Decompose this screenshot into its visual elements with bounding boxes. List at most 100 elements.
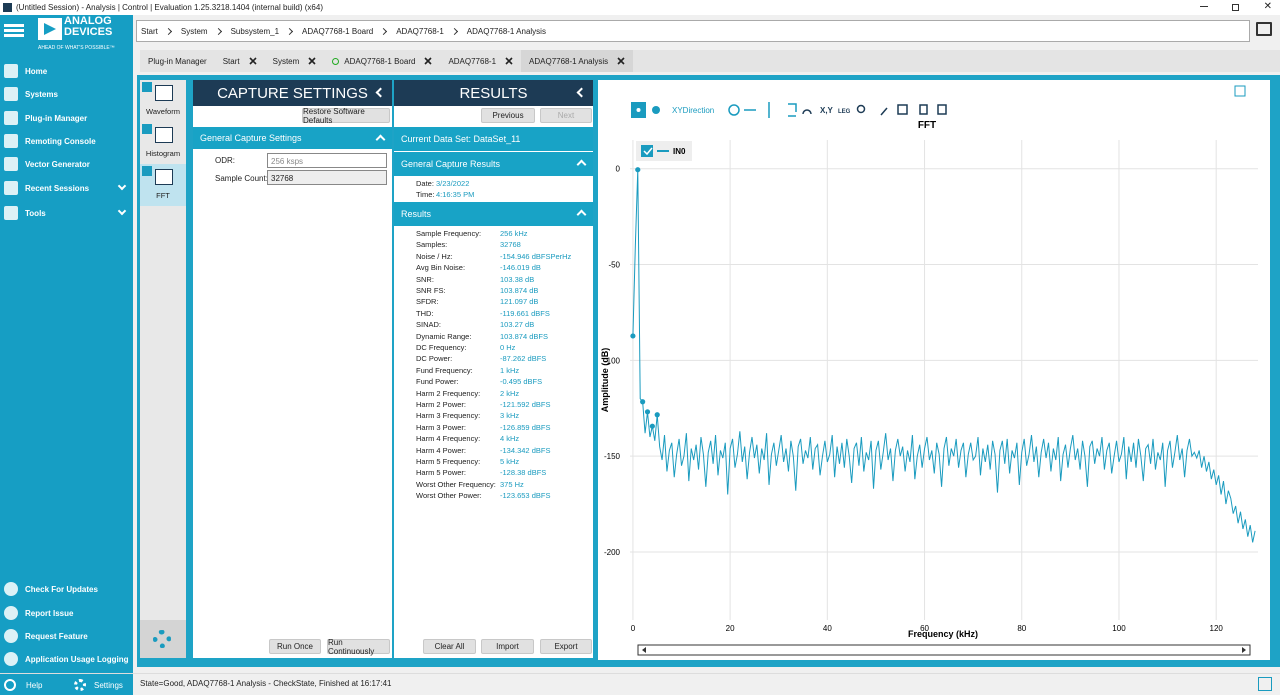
tab[interactable]: System <box>265 50 325 72</box>
close-button[interactable] <box>505 57 513 65</box>
sidebar-label[interactable]: Plug-in Manager <box>25 113 88 123</box>
tab[interactable]: ADAQ7768-1 Analysis <box>521 50 634 72</box>
sidebar-label[interactable]: Vector Generator <box>25 159 90 169</box>
tab-label[interactable]: ADAQ7768-1 Board <box>344 56 416 66</box>
collapse-icon[interactable] <box>576 209 587 220</box>
collapse-icon[interactable] <box>576 159 587 170</box>
tool-item[interactable]: FFT <box>140 164 186 206</box>
tab-label[interactable]: ADAQ7768-1 Analysis <box>529 56 609 66</box>
tool-button[interactable]: LEG <box>838 109 851 115</box>
help-text[interactable]: Help <box>26 680 43 690</box>
tab[interactable]: Start <box>215 50 265 72</box>
tab[interactable]: ADAQ7768-1 Board <box>324 50 440 72</box>
tab-label[interactable]: Start <box>222 56 240 66</box>
scroll-track[interactable] <box>637 644 1251 656</box>
sidebar-item[interactable]: Recent Sessions <box>0 178 133 198</box>
restore-button[interactable]: Restore Software Defaults <box>302 107 390 125</box>
close-button[interactable] <box>308 57 316 65</box>
tool-button[interactable] <box>802 109 812 115</box>
result-label: THD: <box>416 308 434 318</box>
tool-button[interactable]: X,Y <box>820 106 834 115</box>
tab[interactable]: Plug-in Manager <box>140 50 215 72</box>
count-select[interactable]: 32768 <box>267 170 387 185</box>
sidebar-item[interactable]: Home <box>0 61 133 81</box>
capture-panel: CAPTURE SETTINGS Restore Software Defaul… <box>193 80 392 658</box>
tool-label[interactable]: Histogram <box>145 149 181 158</box>
tab-label[interactable]: System <box>272 56 300 66</box>
run-continuously-button[interactable]: Run Continuously <box>327 638 390 656</box>
export-button[interactable]: Export <box>540 639 592 654</box>
close-icon <box>308 57 316 65</box>
collapse-icon[interactable] <box>375 134 386 145</box>
run-once-button[interactable]: Run Once <box>269 639 321 654</box>
tool-button[interactable] <box>652 106 660 114</box>
sidebar-label[interactable]: Report Issue <box>25 608 74 618</box>
result-label: DC Power: <box>416 354 453 364</box>
gear-button[interactable] <box>140 620 186 658</box>
legend: IN0 <box>636 141 692 161</box>
sidebar-item[interactable]: Tools <box>0 203 133 223</box>
tool-button[interactable] <box>728 104 740 116</box>
tool-item[interactable]: Waveform <box>140 80 186 122</box>
sidebar-label[interactable]: Home <box>25 66 48 76</box>
tool-label[interactable]: Waveform <box>146 107 180 116</box>
tab-label[interactable]: ADAQ7768-1 <box>448 56 497 66</box>
sidebar-item[interactable]: Vector Generator <box>0 154 133 174</box>
tool-button[interactable] <box>856 104 866 114</box>
next-button[interactable]: Next <box>540 108 592 123</box>
breadcrumb-item[interactable]: ADAQ7768-1 Analysis <box>444 27 546 36</box>
sidebar-item[interactable]: Remoting Console <box>0 131 133 151</box>
sidebar-item[interactable]: Request Feature <box>0 626 133 646</box>
tool-icons[interactable] <box>880 104 947 116</box>
sidebar-label[interactable]: Remoting Console <box>25 136 96 146</box>
sidebar-label[interactable]: Tools <box>25 208 46 218</box>
direction-selector[interactable]: XYDirection <box>672 106 714 115</box>
breadcrumb-item[interactable]: Start <box>141 26 158 36</box>
grid-toggle[interactable] <box>1234 85 1246 97</box>
sidebar-label[interactable]: Application Usage Logging <box>25 654 129 664</box>
sidebar-item[interactable]: Check For Updates <box>0 579 133 599</box>
chart-panel: XYDirection X,Y LEG FFT Frequency (kHz) … <box>598 80 1270 660</box>
sidebar-item[interactable]: Report Issue <box>0 603 133 623</box>
result-value: 0 Hz <box>500 343 516 352</box>
tool-icon <box>155 169 173 185</box>
clear-button[interactable]: Clear All <box>423 639 476 654</box>
tool-label[interactable]: FFT <box>156 191 170 200</box>
collapse-icon[interactable] <box>576 87 587 98</box>
previous-button[interactable]: Previous <box>481 108 535 123</box>
breadcrumb-item[interactable]: System <box>158 27 208 36</box>
sidebar-label[interactable]: Recent Sessions <box>25 183 90 193</box>
settings-link[interactable]: Settings <box>74 679 123 691</box>
menu-icon[interactable] <box>4 24 24 27</box>
scrollbar[interactable] <box>637 644 1251 656</box>
odr-input[interactable]: 256 ksps <box>267 153 387 168</box>
tool-item[interactable]: Histogram <box>140 122 186 164</box>
tab-label[interactable]: Plug-in Manager <box>148 56 207 66</box>
breadcrumb-item[interactable]: ADAQ7768-1 Board <box>279 27 373 36</box>
close-button[interactable] <box>424 57 433 65</box>
collapse-icon[interactable] <box>375 87 386 98</box>
legend-checkbox[interactable] <box>641 145 653 157</box>
sidebar-item[interactable]: Systems <box>0 84 133 104</box>
sidebar-item[interactable]: Plug-in Manager <box>0 108 133 128</box>
resize-icon[interactable] <box>1258 677 1272 691</box>
logo-mark <box>38 18 62 40</box>
breadcrumb-item[interactable]: Subsystem_1 <box>208 27 279 36</box>
capture-header: CAPTURE SETTINGS <box>193 80 392 106</box>
sidebar-label[interactable]: Systems <box>25 89 58 99</box>
help-link[interactable]: Help <box>4 679 42 691</box>
sidebar-icon <box>4 87 18 101</box>
window-controls[interactable]: ✕ <box>1200 1 1280 12</box>
breadcrumb-item[interactable]: ADAQ7768-1 <box>373 27 444 36</box>
tab[interactable]: ADAQ7768-1 <box>440 50 521 72</box>
folder-icon[interactable] <box>1256 22 1272 36</box>
result-label: Noise / Hz: <box>416 251 453 261</box>
close-button[interactable] <box>249 57 257 65</box>
settings-text[interactable]: Settings <box>94 680 123 690</box>
sidebar-item[interactable]: Application Usage Logging <box>0 649 133 669</box>
tool-icons[interactable] <box>744 102 797 118</box>
sidebar-label[interactable]: Check For Updates <box>25 584 98 594</box>
close-button[interactable] <box>617 57 625 65</box>
import-button[interactable]: Import <box>481 639 534 654</box>
sidebar-label[interactable]: Request Feature <box>25 631 88 641</box>
